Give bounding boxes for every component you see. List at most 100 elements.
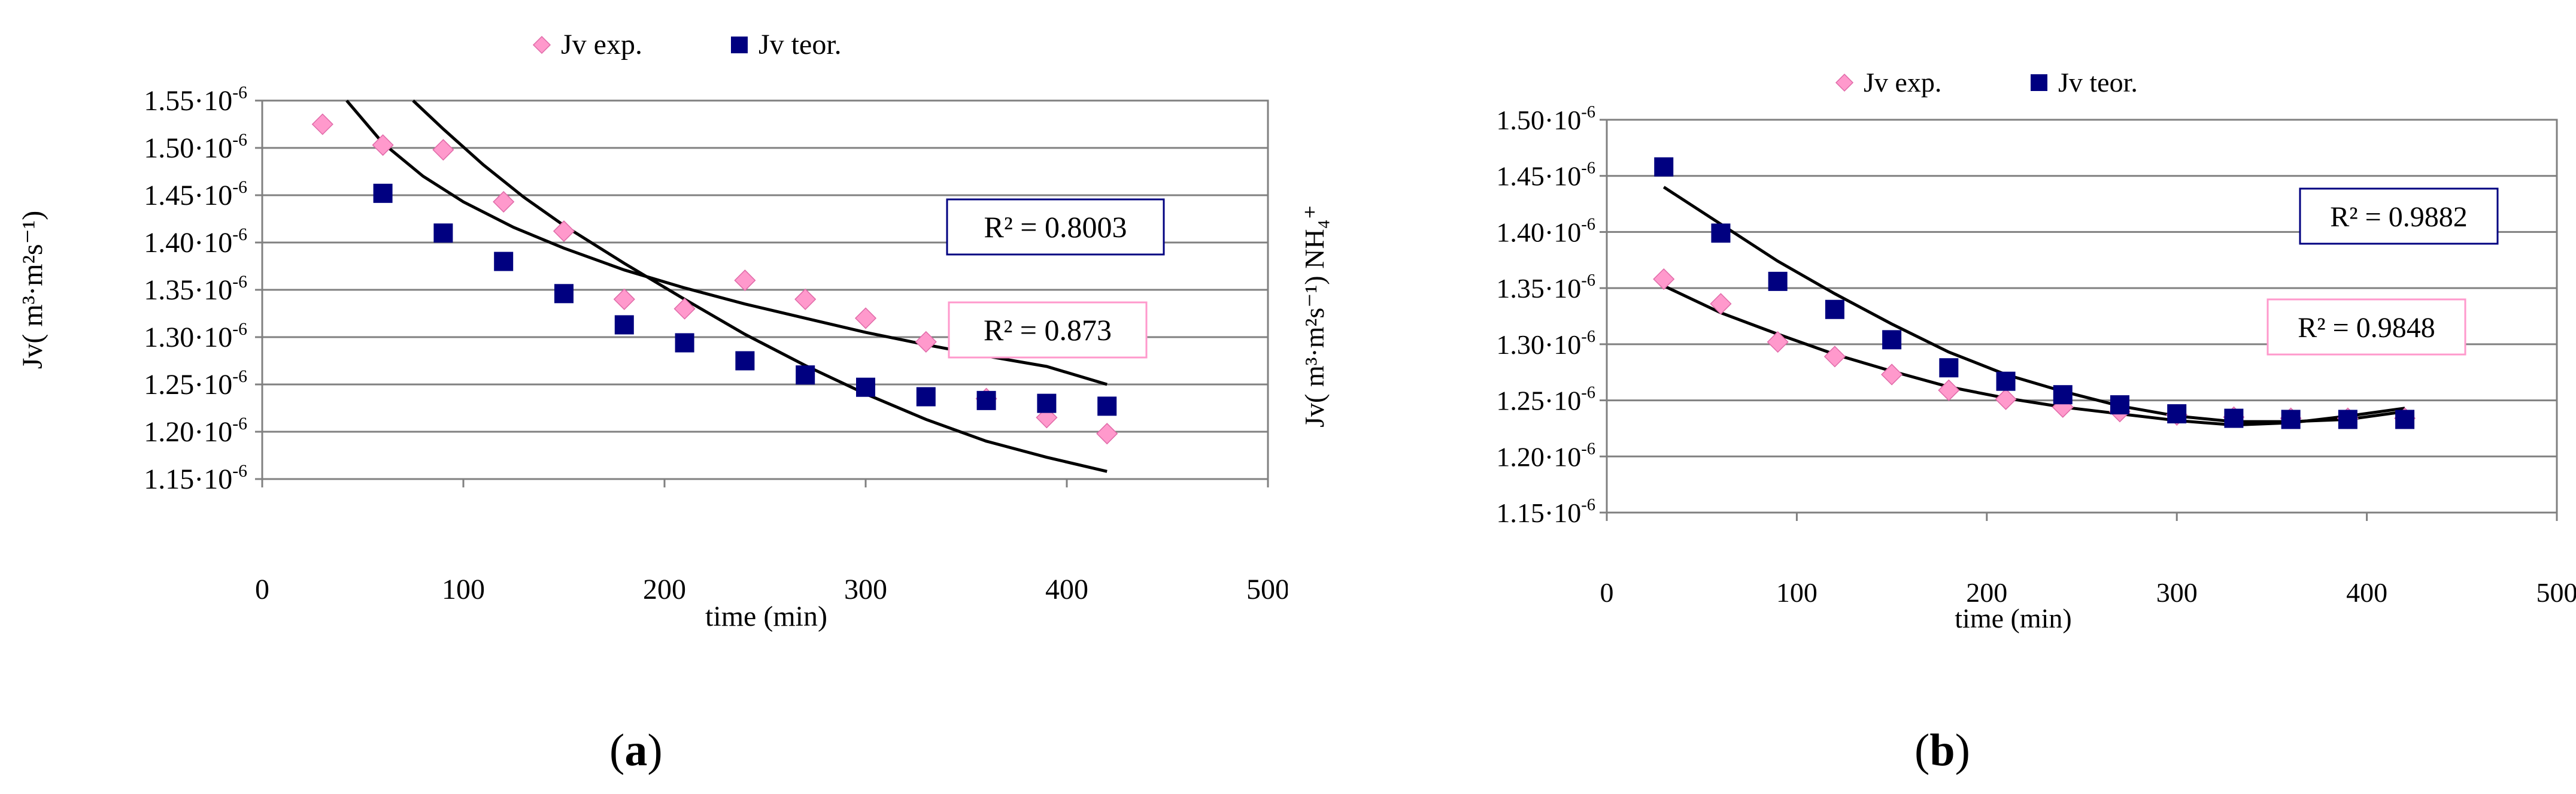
data-point-jv-exp xyxy=(1881,363,1903,386)
y-tick-label: 1.40·10-6 xyxy=(144,225,247,259)
data-point-jv-teor xyxy=(1037,393,1057,413)
data-point-jv-teor xyxy=(1768,271,1788,291)
legend-label: Jv exp. xyxy=(1864,67,1941,98)
r-squared-label: R² = 0.873 xyxy=(984,313,1112,347)
data-point-jv-teor xyxy=(1097,396,1117,416)
legend-label: Jv teor. xyxy=(758,29,842,60)
data-point-jv-teor xyxy=(2338,410,2357,429)
data-point-jv-teor xyxy=(1996,371,2016,391)
y-tick-label: 1.50·10-6 xyxy=(144,130,247,164)
x-tick-label: 500 xyxy=(1246,574,1288,605)
data-point-jv-teor xyxy=(554,284,574,304)
x-tick-label: 300 xyxy=(844,574,887,605)
chart-panel-a: 1.15·10-6 1.20·10-6 1.25·10-6 1.30·10-6 1.35… xyxy=(17,29,1288,775)
data-point-jv-teor xyxy=(916,387,936,407)
y-tick-label: 1.25·10-6 xyxy=(1496,384,1595,416)
data-point-jv-teor xyxy=(1711,223,1731,243)
r-squared-box xyxy=(948,301,1148,359)
data-point-jv-exp xyxy=(794,288,817,310)
trendline-2 xyxy=(412,99,1108,473)
y-tick-label: 1.55·10-6 xyxy=(144,83,247,117)
y-tick-label: 1.20·10-6 xyxy=(144,414,247,448)
data-point-jv-exp xyxy=(1823,346,1846,368)
y-tick-label: 1.35·10-6 xyxy=(1496,271,1595,304)
legend-marker-jv-exp xyxy=(532,35,551,54)
data-point-jv-teor xyxy=(675,333,694,353)
data-point-jv-teor xyxy=(2395,410,2415,429)
y-tick-label: 1.15·10-6 xyxy=(1496,496,1595,528)
r-squared-box xyxy=(2299,187,2499,245)
data-point-jv-teor xyxy=(856,377,875,397)
data-point-jv-exp xyxy=(1767,331,1789,353)
legend-marker-jv-exp xyxy=(1835,73,1854,92)
x-tick-label: 400 xyxy=(2346,577,2387,608)
data-point-jv-teor xyxy=(614,315,634,335)
y-axis-label: Jv( m³·m²s⁻¹) xyxy=(17,211,48,369)
x-tick-label: 200 xyxy=(1966,577,2007,608)
data-point-jv-exp xyxy=(372,134,394,156)
x-tick-label: 100 xyxy=(1776,577,1818,608)
chart-b: 1.15·10-6 1.20·10-6 1.25·10-6 1.30·10-6 1.35… xyxy=(1299,67,2576,634)
x-tick-label: 500 xyxy=(2536,577,2576,608)
y-tick-label: 1.15·10-6 xyxy=(144,461,247,495)
legend-marker-jv-teor xyxy=(731,37,748,53)
x-tick-label: 300 xyxy=(2156,577,2198,608)
legend-label: Jv exp. xyxy=(561,29,642,60)
data-point-jv-exp xyxy=(1653,268,1675,290)
data-point-jv-exp xyxy=(854,307,877,329)
data-point-jv-teor xyxy=(2281,410,2301,429)
x-tick-label: 400 xyxy=(1045,574,1088,605)
data-point-jv-teor xyxy=(1654,157,1674,177)
data-point-jv-exp xyxy=(1995,388,2017,410)
data-point-jv-teor xyxy=(2053,385,2073,405)
data-point-jv-exp xyxy=(613,288,635,310)
x-axis-label: time (min) xyxy=(705,601,827,632)
legend-label: Jv teor. xyxy=(2058,67,2138,98)
panel-label-a: (a) xyxy=(609,725,663,775)
x-tick-label: 0 xyxy=(1600,577,1614,608)
x-tick-label: 100 xyxy=(442,574,485,605)
r-squared-label: R² = 0.9882 xyxy=(2330,201,2467,233)
y-tick-label: 1.25·10-6 xyxy=(144,366,247,401)
data-point-jv-exp xyxy=(493,190,515,213)
y-tick-label: 1.50·10-6 xyxy=(1496,103,1595,135)
data-point-jv-exp xyxy=(553,220,575,243)
data-point-jv-teor xyxy=(976,390,996,410)
data-point-jv-teor xyxy=(433,223,453,243)
data-point-jv-teor xyxy=(494,251,514,271)
r-squared-label: R² = 0.9848 xyxy=(2298,312,2435,344)
data-point-jv-teor xyxy=(2167,404,2187,424)
y-axis-label: Jv( m³·m²s⁻¹) NH₄⁺ xyxy=(1299,205,1330,428)
r-squared-label: R² = 0.8003 xyxy=(984,210,1127,244)
data-point-jv-exp xyxy=(734,269,756,292)
legend-marker-jv-teor xyxy=(2031,74,2047,91)
panel-label-b: (b) xyxy=(1914,725,1970,775)
y-tick-label: 1.20·10-6 xyxy=(1496,440,1595,472)
data-point-jv-exp xyxy=(1938,379,1960,401)
r-squared-box xyxy=(2266,298,2466,356)
y-tick-label: 1.40·10-6 xyxy=(1496,215,1595,247)
chart-panel-b: 1.15·10-6 1.20·10-6 1.25·10-6 1.30·10-6 1.35… xyxy=(1288,0,2576,794)
x-tick-label: 200 xyxy=(643,574,686,605)
chart-a: 1.15·10-6 1.20·10-6 1.25·10-6 1.30·10-6 1.35… xyxy=(17,29,1288,632)
data-point-jv-exp xyxy=(915,331,937,353)
data-point-jv-teor xyxy=(1825,299,1844,319)
data-point-jv-teor xyxy=(373,183,393,203)
data-point-jv-teor xyxy=(796,365,815,385)
data-point-jv-teor xyxy=(1882,330,1902,350)
x-tick-label: 0 xyxy=(255,574,269,605)
data-point-jv-exp xyxy=(311,113,333,135)
data-point-jv-exp xyxy=(1710,293,1732,315)
data-point-jv-exp xyxy=(673,298,696,320)
y-tick-label: 1.45·10-6 xyxy=(1496,159,1595,192)
data-point-jv-teor xyxy=(1939,358,1959,378)
y-tick-label: 1.35·10-6 xyxy=(144,272,247,306)
data-point-jv-teor xyxy=(2110,395,2129,415)
y-tick-label: 1.30·10-6 xyxy=(144,319,247,353)
data-point-jv-teor xyxy=(735,351,755,371)
r-squared-box xyxy=(946,198,1165,256)
y-tick-label: 1.30·10-6 xyxy=(1496,328,1595,360)
data-point-jv-teor xyxy=(2224,408,2244,428)
x-axis-label: time (min) xyxy=(1955,603,2071,634)
y-tick-label: 1.45·10-6 xyxy=(144,177,247,211)
